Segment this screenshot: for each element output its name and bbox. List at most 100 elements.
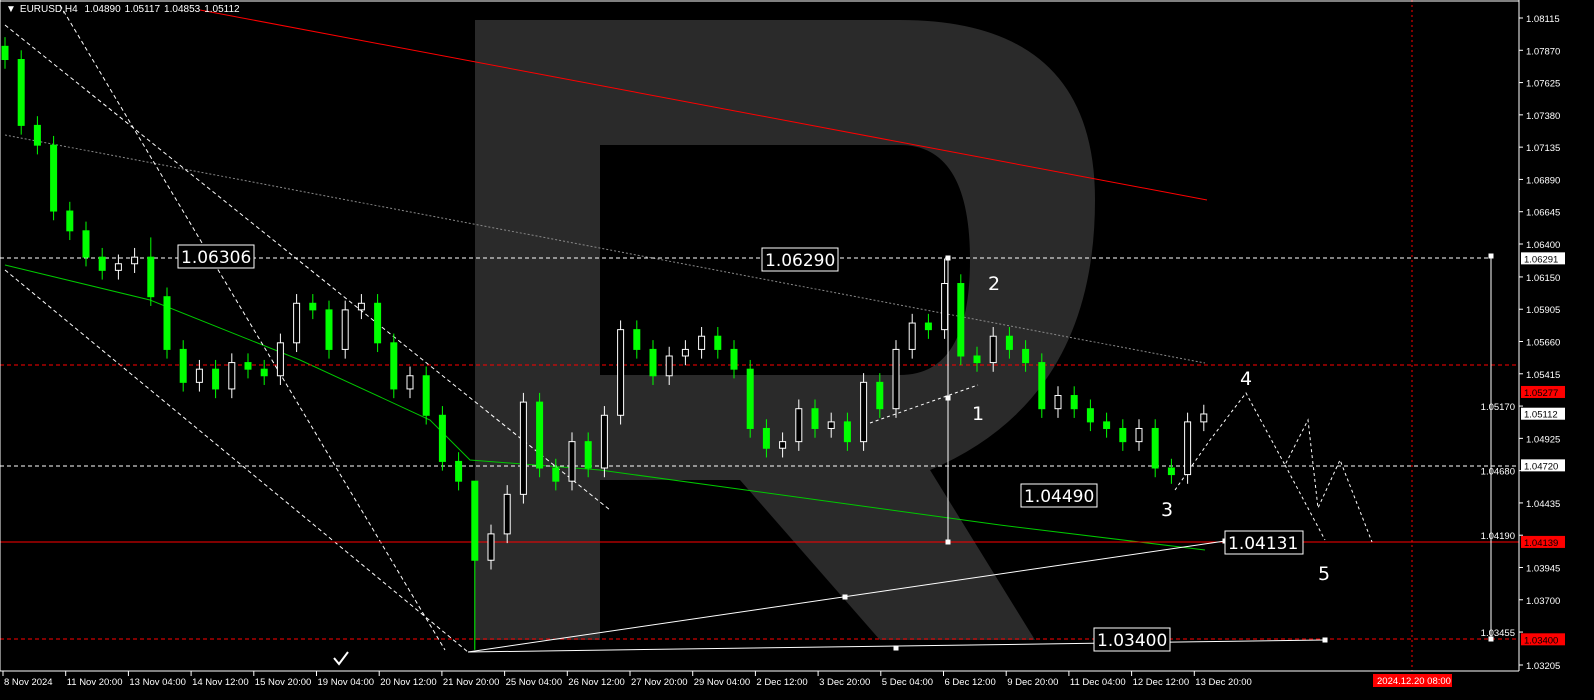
time-tick-label: 26 Nov 12:00 [568,677,625,688]
anchor-point[interactable] [1322,637,1328,643]
candle-body[interactable] [1,45,9,61]
price-tick-label: 1.05170 [1481,402,1515,413]
candle-body[interactable] [1119,427,1127,443]
candle-body[interactable] [779,441,787,449]
anchor-point[interactable] [1488,253,1494,259]
candle-body[interactable] [746,368,754,429]
anchor-point[interactable] [945,395,951,401]
candle-body[interactable] [519,401,527,495]
candle-body[interactable] [1005,335,1013,350]
candle-body[interactable] [568,441,576,482]
time-tick-label: 11 Nov 20:00 [67,677,123,688]
candle-body[interactable] [179,348,187,383]
anchor-point[interactable] [1488,636,1494,642]
candle-body[interactable] [584,441,592,469]
candle-body[interactable] [147,256,155,298]
candle-body[interactable] [730,348,738,370]
candle-body[interactable] [260,368,268,377]
candle-body[interactable] [1200,413,1208,423]
candle-body[interactable] [989,335,997,364]
candle-body[interactable] [471,480,479,561]
candle-body[interactable] [325,309,333,350]
candle-body[interactable] [1135,427,1143,443]
candle-body[interactable] [293,302,301,344]
candle-body[interactable] [1167,467,1175,476]
anchor-point[interactable] [893,645,899,651]
candle-body[interactable] [33,124,41,146]
candle-body[interactable] [1184,421,1192,476]
anchor-point[interactable] [945,539,951,545]
candle-body[interactable] [633,329,641,350]
candle-body[interactable] [309,302,317,311]
price-tick-label: 1.06150 [1526,273,1560,284]
price-tag-label: 1.05277 [1524,388,1558,399]
candle-body[interactable] [390,342,398,390]
candle-body[interactable] [455,460,463,482]
price-tag [1521,407,1565,420]
candle-body[interactable] [649,348,657,377]
candle-body[interactable] [908,322,916,350]
price-tick-label: 1.05905 [1526,305,1560,316]
candle-body[interactable] [503,493,511,535]
candle-body[interactable] [131,256,139,265]
candle-body[interactable] [422,375,430,416]
candle-body[interactable] [698,335,706,350]
candle-body[interactable] [552,467,560,482]
candle-body[interactable] [66,210,74,232]
price-tick-label: 1.08115 [1526,14,1560,25]
time-tick-label: 3 Dec 20:00 [819,677,870,688]
dropdown-triangle-icon[interactable]: ▼ [6,4,16,15]
candle-body[interactable] [228,362,236,390]
candle-body[interactable] [617,329,625,416]
candle-body[interactable] [406,375,414,390]
candle-body[interactable] [973,355,981,364]
candle-body[interactable] [1054,395,1062,410]
candle-body[interactable] [1022,348,1030,364]
candle-body[interactable] [811,408,819,429]
candle-body[interactable] [357,302,365,311]
candle-body[interactable] [1070,395,1078,410]
candle-body[interactable] [843,421,851,443]
candle-body[interactable] [1103,421,1111,429]
candle-body[interactable] [341,309,349,350]
candle-body[interactable] [1151,427,1159,469]
candle-body[interactable] [681,348,689,357]
candle-body[interactable] [98,256,106,271]
candle-body[interactable] [82,230,90,258]
candle-body[interactable] [212,368,220,390]
candle-body[interactable] [827,421,835,429]
candle-body[interactable] [17,59,25,126]
candle-body[interactable] [195,368,203,383]
candle-body[interactable] [536,401,544,469]
time-tick-label: 12 Dec 12:00 [1133,677,1190,688]
price-tick-label: 1.07135 [1526,143,1560,154]
candle-body[interactable] [114,263,122,271]
candle-body[interactable] [714,335,722,350]
channel-line-lower [4,269,469,653]
candle-body[interactable] [860,381,868,443]
price-tick-label: 1.06890 [1526,175,1560,186]
price-tick-label: 1.04680 [1481,467,1515,478]
candle-body[interactable] [762,427,770,449]
candle-body[interactable] [941,283,949,331]
candle-body[interactable] [665,355,673,377]
candle-body[interactable] [487,533,495,561]
high-value: 1.05117 [124,4,161,15]
candle-body[interactable] [276,342,284,377]
candle-body[interactable] [244,362,252,370]
anchor-point[interactable] [842,594,848,600]
candle-body[interactable] [1086,408,1094,423]
candle-body[interactable] [924,322,932,331]
anchor-point[interactable] [945,255,951,261]
candle-body[interactable] [163,296,171,350]
candle-body[interactable] [600,414,608,469]
candle-body[interactable] [374,302,382,344]
candle-body[interactable] [876,381,884,410]
candle-body[interactable] [957,283,965,357]
candle-body[interactable] [1038,362,1046,410]
candle-body[interactable] [795,408,803,443]
candle-body[interactable] [892,348,900,410]
candle-body[interactable] [50,144,58,212]
candle-body[interactable] [438,414,446,462]
